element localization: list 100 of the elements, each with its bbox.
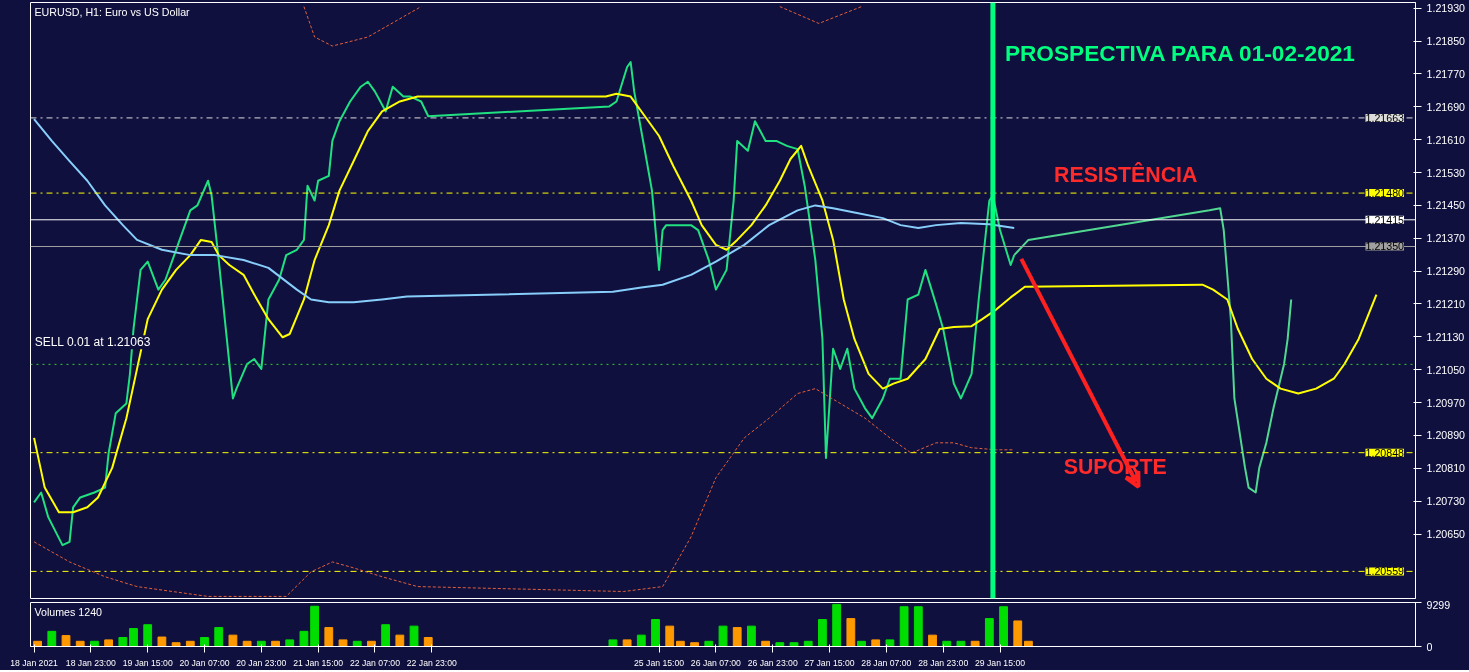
ref-line-label: 1.21480 [1365,187,1405,200]
bar [857,640,866,647]
bar [381,624,391,647]
bar [185,640,195,647]
y-tick-label: 1.21770 [1426,67,1466,80]
bar [984,618,994,647]
y-tick-label: 1.20650 [1426,528,1466,541]
bar [942,640,952,647]
bar [409,625,419,647]
bar [256,640,266,647]
bar [1024,640,1033,647]
bar [171,642,181,647]
annotation: PROSPECTIVA PARA 01-02-2021 [1004,40,1355,67]
bar [789,642,799,647]
bar [803,640,813,647]
bar [200,637,209,647]
bar [622,639,632,647]
x-tick-label: 21 Jan 15:00 [293,657,344,668]
bar [718,625,728,647]
y-tick-label: 1.20970 [1426,396,1466,409]
chart-title: Volumes 1240 [34,605,103,618]
ref-line-label: 1.20848 [1365,446,1405,459]
y-tick-label: 1.21210 [1426,297,1466,310]
bar [732,627,742,647]
bar [675,640,685,647]
bar [118,637,128,647]
y-tick-label: 1.21050 [1426,363,1466,376]
y-tick-label: 9299 [1426,598,1451,611]
bar [818,619,827,647]
ref-line-label: 1.21415 [1365,213,1405,226]
bar [61,635,71,647]
bar [651,619,660,647]
x-tick-label: 26 Jan 07:00 [690,657,742,668]
bar [33,640,43,647]
bar [395,634,405,647]
bar [285,639,295,647]
annotation: RESISTÊNCIA [1054,162,1198,188]
bar [90,640,99,647]
bar [104,639,114,647]
ref-line-label: 1.21350 [1365,240,1405,253]
x-tick-label: 27 Jan 15:00 [804,657,855,668]
bar [871,639,881,647]
bar [775,642,785,647]
line-series [33,388,1015,597]
y-tick-label: 1.21370 [1426,232,1466,245]
annotation: SELL 0.01 at 1.21063 [34,335,151,350]
bar [1013,620,1023,647]
line-series [33,118,1016,304]
bar [704,640,714,647]
bar [913,606,923,647]
bar [75,640,85,647]
bar [324,627,334,647]
x-tick-label: 25 Jan 15:00 [634,657,685,668]
ref-line-label: 1.21663 [1365,111,1405,124]
bar [832,603,842,647]
bar [214,627,224,647]
x-tick-label: 26 Jan 23:00 [747,657,798,668]
bar [242,640,252,647]
x-tick-label: 19 Jan 15:00 [122,657,173,668]
bar [423,637,433,647]
bar [636,634,646,647]
y-tick-label: 1.21450 [1426,199,1466,212]
x-tick-label: 29 Jan 15:00 [974,657,1026,668]
y-tick-label: 1.21290 [1426,265,1466,278]
y-tick-label: 1.20730 [1426,495,1466,508]
x-tick-label: 28 Jan 07:00 [861,657,912,668]
bar [690,642,699,647]
y-tick-label: 1.21690 [1426,100,1466,113]
x-tick-label: 18 Jan 2021 [10,657,59,668]
ref-line-label: 1.20559 [1365,565,1405,578]
y-tick-label: 1.21610 [1426,133,1466,146]
bar [970,640,980,647]
bar [143,624,153,647]
y-tick-label: 1.21930 [1426,2,1466,15]
bar [228,634,238,647]
chart-title: EURUSD, H1: Euro vs US Dollar [34,5,191,18]
bar [157,636,167,647]
x-tick-label: 20 Jan 23:00 [236,657,287,668]
y-tick-label: 0 [1426,640,1433,653]
y-tick-label: 1.21850 [1426,35,1466,48]
bar [338,639,348,647]
bar [747,625,756,647]
bar [846,618,856,647]
bar [928,634,937,647]
bar [999,606,1008,647]
bar [129,628,138,647]
y-tick-label: 1.20810 [1426,462,1466,475]
x-tick-label: 22 Jan 07:00 [349,657,401,668]
x-tick-label: 20 Jan 07:00 [179,657,230,668]
y-tick-label: 1.20890 [1426,429,1466,442]
bar [271,640,280,647]
bar [665,625,675,647]
bar [885,639,895,647]
bar [761,640,771,647]
x-tick-label: 28 Jan 23:00 [918,657,969,668]
bar [956,640,966,647]
y-tick-label: 1.21530 [1426,166,1466,179]
line-series [1013,207,1293,494]
bar [367,640,376,647]
line-series [33,61,1016,547]
